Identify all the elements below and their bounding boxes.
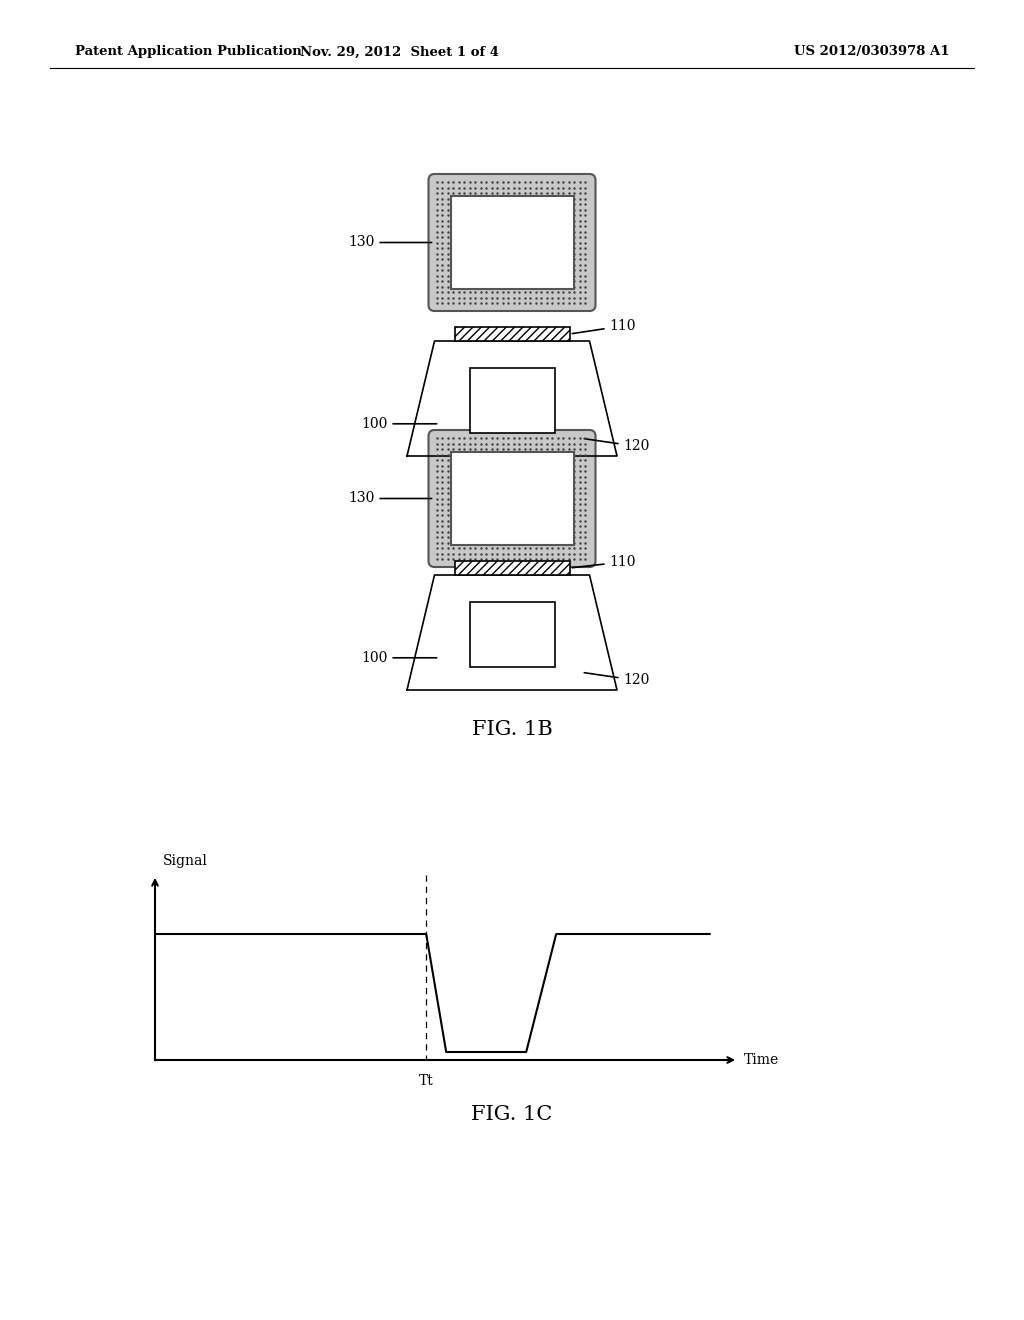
FancyBboxPatch shape bbox=[428, 430, 596, 568]
Polygon shape bbox=[407, 341, 617, 455]
Text: US 2012/0303978 A1: US 2012/0303978 A1 bbox=[795, 45, 950, 58]
Text: 130: 130 bbox=[348, 235, 432, 249]
Text: 110: 110 bbox=[572, 554, 636, 569]
Bar bbox=[469, 368, 555, 433]
Text: 120: 120 bbox=[585, 673, 650, 688]
Bar bbox=[455, 327, 569, 341]
Bar bbox=[451, 451, 573, 545]
Text: 100: 100 bbox=[361, 651, 436, 665]
Text: Patent Application Publication: Patent Application Publication bbox=[75, 45, 302, 58]
Text: 110: 110 bbox=[572, 319, 636, 334]
Text: Signal: Signal bbox=[163, 854, 208, 869]
Text: Nov. 29, 2012  Sheet 1 of 4: Nov. 29, 2012 Sheet 1 of 4 bbox=[300, 45, 500, 58]
Text: 100: 100 bbox=[361, 417, 436, 430]
FancyBboxPatch shape bbox=[428, 174, 596, 312]
Text: FIG. 1A: FIG. 1A bbox=[472, 486, 552, 506]
Text: 120: 120 bbox=[585, 438, 650, 453]
Polygon shape bbox=[407, 576, 617, 690]
Bar bbox=[451, 195, 573, 289]
Bar bbox=[455, 561, 569, 576]
Text: 130: 130 bbox=[348, 491, 432, 506]
Bar bbox=[469, 602, 555, 668]
Text: Time: Time bbox=[744, 1053, 779, 1067]
Text: FIG. 1B: FIG. 1B bbox=[472, 719, 552, 739]
Text: Tt: Tt bbox=[419, 1074, 433, 1088]
Text: FIG. 1C: FIG. 1C bbox=[471, 1105, 553, 1125]
